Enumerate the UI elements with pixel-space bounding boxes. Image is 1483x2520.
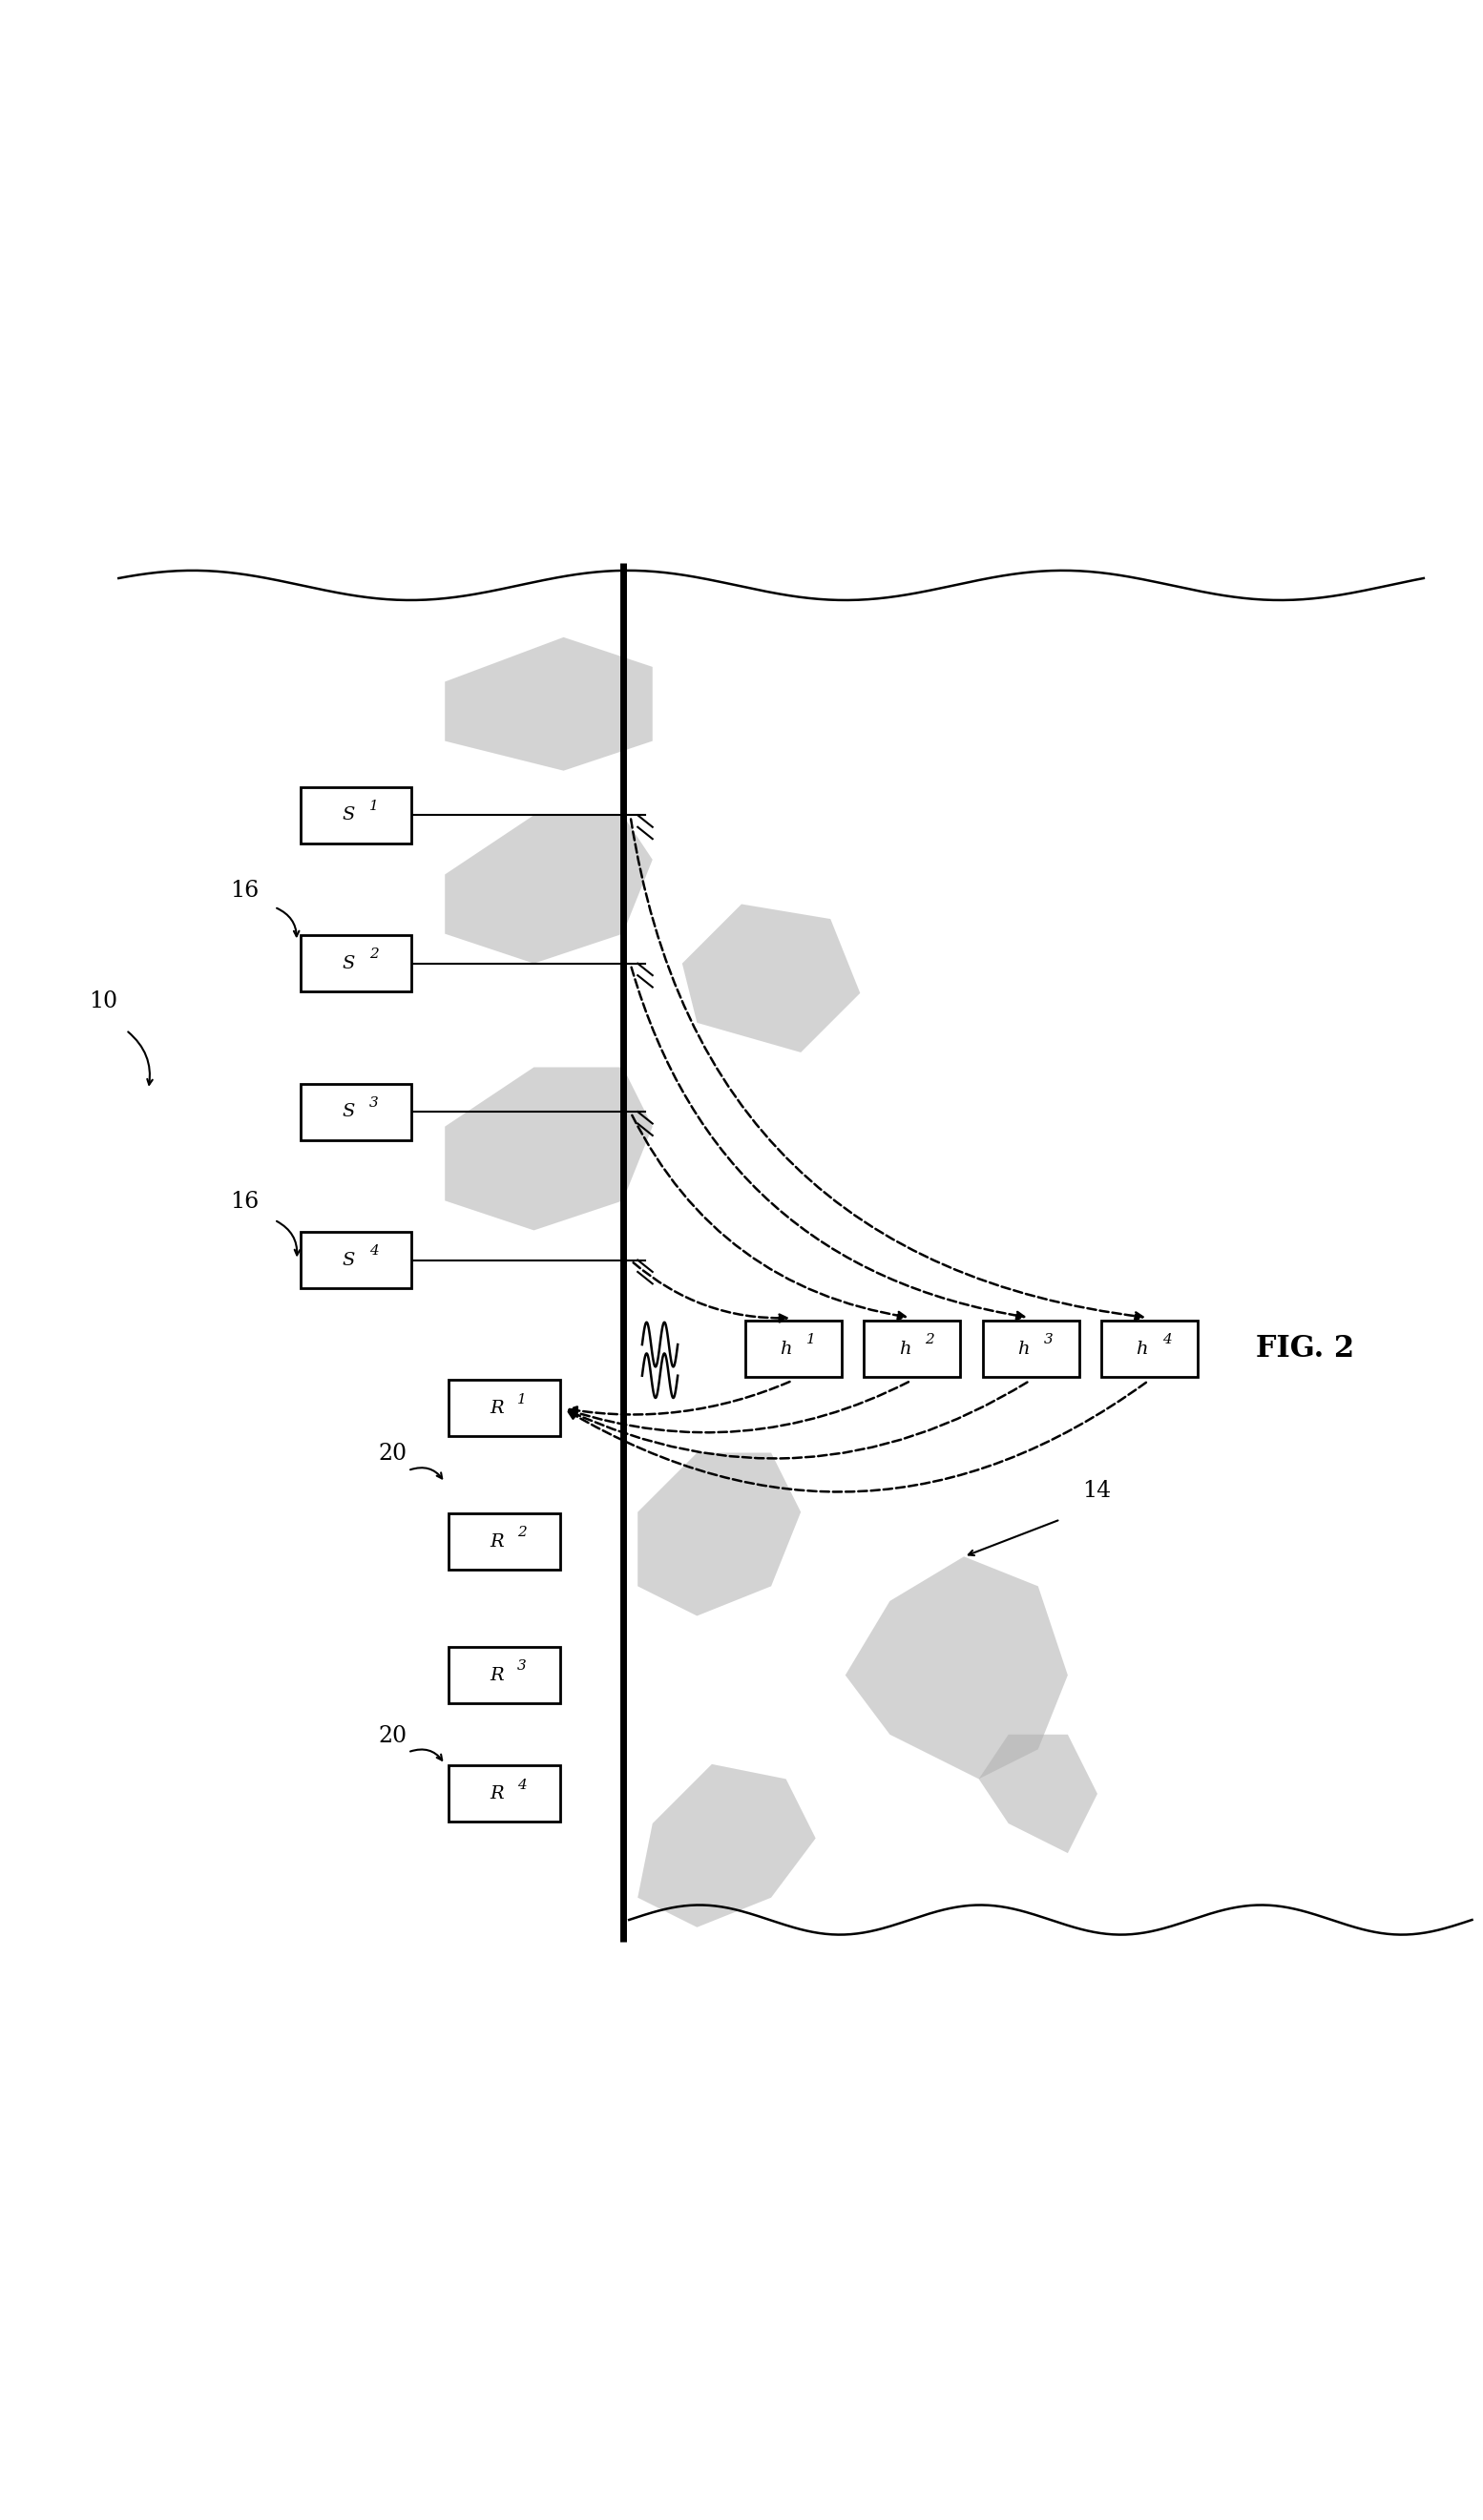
Text: 20: 20 — [378, 1724, 406, 1746]
FancyBboxPatch shape — [449, 1381, 561, 1436]
FancyArrowPatch shape — [569, 1381, 909, 1431]
Polygon shape — [445, 1068, 653, 1230]
Text: 1: 1 — [807, 1333, 816, 1346]
Polygon shape — [638, 1452, 801, 1615]
Text: 10: 10 — [89, 990, 117, 1013]
FancyArrowPatch shape — [569, 1381, 790, 1414]
FancyBboxPatch shape — [746, 1320, 842, 1376]
Text: 4: 4 — [518, 1779, 526, 1792]
Text: 3: 3 — [518, 1661, 526, 1673]
Text: h: h — [780, 1341, 792, 1358]
Text: 2: 2 — [925, 1333, 934, 1346]
Text: 4: 4 — [1163, 1333, 1172, 1346]
Text: 1: 1 — [518, 1394, 526, 1406]
Text: S: S — [343, 1104, 354, 1121]
Text: R: R — [489, 1532, 504, 1550]
FancyBboxPatch shape — [449, 1648, 561, 1704]
Text: 14: 14 — [1083, 1479, 1111, 1502]
FancyBboxPatch shape — [982, 1320, 1080, 1376]
FancyBboxPatch shape — [863, 1320, 961, 1376]
Text: 1: 1 — [369, 799, 378, 814]
Polygon shape — [445, 638, 653, 771]
Text: h: h — [1017, 1341, 1029, 1358]
Text: 3: 3 — [369, 1096, 378, 1109]
FancyArrowPatch shape — [569, 1381, 1028, 1459]
FancyBboxPatch shape — [449, 1515, 561, 1570]
Text: 20: 20 — [378, 1444, 406, 1464]
FancyBboxPatch shape — [300, 1232, 411, 1288]
Polygon shape — [682, 905, 860, 1053]
FancyArrowPatch shape — [632, 968, 1025, 1320]
Text: FIG. 2: FIG. 2 — [1256, 1333, 1354, 1363]
Text: 3: 3 — [1044, 1333, 1053, 1346]
FancyBboxPatch shape — [449, 1767, 561, 1822]
FancyBboxPatch shape — [300, 935, 411, 990]
FancyArrowPatch shape — [632, 1116, 906, 1320]
FancyBboxPatch shape — [300, 786, 411, 844]
Text: 2: 2 — [369, 948, 378, 960]
Text: 16: 16 — [230, 879, 258, 902]
Text: R: R — [489, 1666, 504, 1683]
Text: 4: 4 — [369, 1245, 378, 1257]
FancyArrowPatch shape — [568, 1383, 1146, 1492]
Text: 2: 2 — [518, 1527, 526, 1540]
FancyArrowPatch shape — [633, 1263, 787, 1323]
Text: R: R — [489, 1399, 504, 1416]
Text: h: h — [899, 1341, 911, 1358]
Text: S: S — [343, 1252, 354, 1268]
Text: R: R — [489, 1784, 504, 1802]
Polygon shape — [845, 1557, 1068, 1779]
Text: S: S — [343, 955, 354, 973]
Polygon shape — [638, 1764, 816, 1928]
FancyBboxPatch shape — [300, 1084, 411, 1139]
Text: h: h — [1136, 1341, 1148, 1358]
FancyBboxPatch shape — [1100, 1320, 1198, 1376]
Polygon shape — [979, 1734, 1097, 1852]
Polygon shape — [445, 814, 653, 963]
Text: S: S — [343, 806, 354, 824]
FancyArrowPatch shape — [630, 819, 1143, 1320]
Text: 16: 16 — [230, 1192, 258, 1212]
